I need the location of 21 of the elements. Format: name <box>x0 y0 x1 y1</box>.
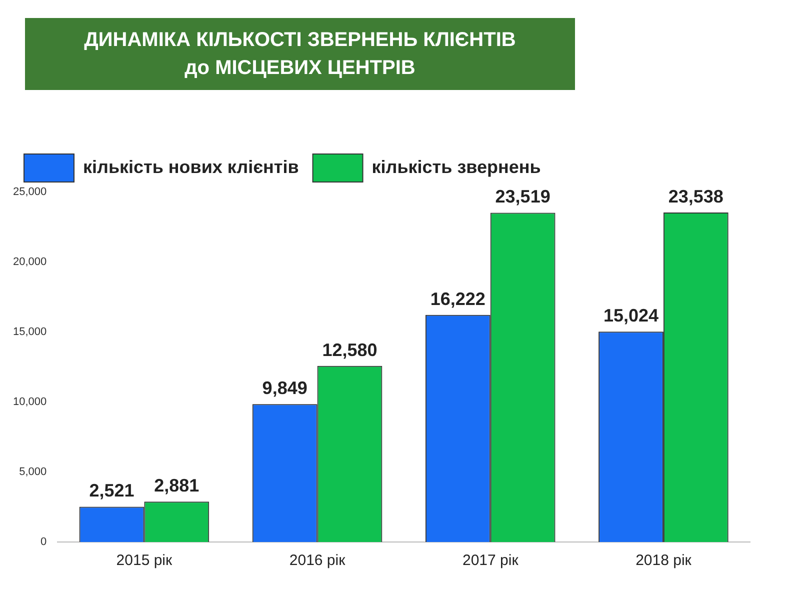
data-label: 12,580 <box>322 340 378 360</box>
data-label: 16,222 <box>430 288 486 309</box>
x-tick-label: 2015 рік <box>116 552 173 570</box>
data-label: 2,881 <box>154 476 200 496</box>
data-label: 23,538 <box>668 186 724 206</box>
y-tick-label: 15,000 <box>12 326 47 338</box>
data-label: 2,521 <box>89 480 134 501</box>
legend-label: кількість нових клієнтів <box>83 156 299 177</box>
y-tick-label: 10,000 <box>12 396 47 408</box>
data-label: 15,024 <box>603 306 659 326</box>
legend-label: кількість звернень <box>372 156 541 177</box>
y-tick-label: 5,000 <box>19 466 47 478</box>
data-label: 9,849 <box>262 378 308 398</box>
x-tick-label: 2016 рік <box>289 552 346 570</box>
chart-title: ДИНАМІКА КІЛЬКОСТІ ЗВЕРНЕНЬ КЛІЄНТІВ до МІСЦЕВИХ ЦЕНТРІВ <box>25 18 575 90</box>
y-tick-label: 25,000 <box>12 186 47 198</box>
y-tick-label: 0 <box>40 536 47 548</box>
x-tick-label: 2018 рік <box>636 552 692 570</box>
y-tick-label: 20,000 <box>12 256 47 268</box>
x-tick-label: 2017 рік <box>462 552 519 570</box>
data-label: 23,519 <box>495 186 550 207</box>
